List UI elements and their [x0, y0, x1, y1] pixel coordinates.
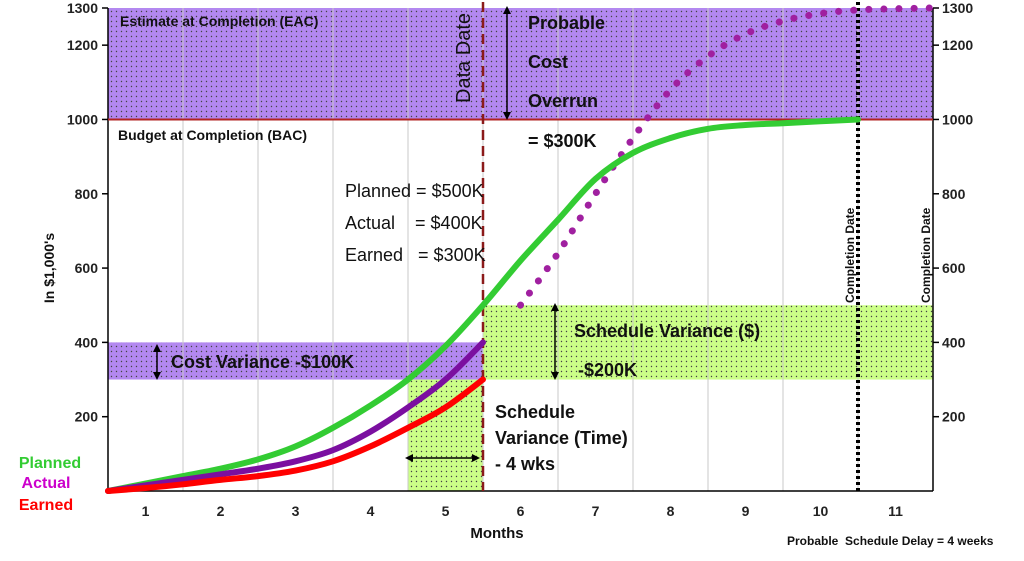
x-tick-label: 6 — [517, 503, 525, 519]
sv-time-label-1: Schedule — [495, 402, 575, 422]
y-tick-label: 1000 — [67, 111, 98, 127]
x-tick-label: 8 — [667, 503, 675, 519]
y-tick-label: 400 — [75, 334, 99, 350]
cost-variance-band-texture — [108, 342, 483, 380]
actual-value-label: Actual = $400K — [345, 213, 483, 233]
right-y-tick-label: 1000 — [942, 111, 973, 127]
legend-earned: Earned — [19, 497, 73, 514]
right-y-tick-label: 200 — [942, 409, 966, 425]
x-tick-label: 11 — [888, 503, 903, 519]
series-line-projected-actual — [517, 4, 937, 309]
x-tick-label: 1 — [142, 503, 150, 519]
series-line-planned — [105, 116, 861, 494]
cost-label: Cost — [528, 52, 568, 72]
cost-variance-label: Cost Variance -$100K — [171, 352, 354, 372]
schedule-delay-label: Probable Schedule Delay = 4 weeks — [787, 534, 994, 548]
overrun-value-label: = $300K — [528, 131, 597, 151]
series-line-actual — [105, 339, 486, 494]
x-tick-label: 5 — [442, 503, 450, 519]
right-y-tick-label: 600 — [942, 260, 966, 276]
eac-label: Estimate at Completion (EAC) — [120, 13, 318, 29]
data-date-label: Data Date — [453, 13, 475, 103]
sv-time-label-3: - 4 wks — [495, 454, 555, 474]
y-tick-label: 800 — [75, 186, 99, 202]
bac-label: Budget at Completion (BAC) — [118, 127, 307, 143]
y-tick-label: 600 — [75, 260, 99, 276]
x-tick-label: 2 — [217, 503, 225, 519]
completion-date-label-1: Completion Date — [843, 207, 857, 303]
y-axis-label: In $1,000's — [41, 233, 57, 303]
x-tick-label: 9 — [742, 503, 750, 519]
y-tick-label: 200 — [75, 409, 99, 425]
right-y-tick-label: 800 — [942, 186, 966, 202]
x-axis-label: Months — [470, 525, 523, 542]
x-tick-label: 4 — [367, 503, 375, 519]
legend-actual: Actual — [22, 475, 71, 492]
x-tick-label: 7 — [592, 503, 600, 519]
planned-value-label: Planned = $500K — [345, 181, 484, 201]
right-y-tick-label: 1300 — [942, 0, 973, 16]
completion-date-label-2: Completion Date — [919, 207, 933, 303]
x-tick-label: 10 — [813, 503, 829, 519]
sv-time-label-2: Variance (Time) — [495, 428, 628, 448]
series-line-earned — [105, 376, 486, 494]
y-tick-label: 1300 — [67, 0, 98, 16]
overrun-label: Overrun — [528, 91, 598, 111]
schedule-variance-label: Schedule Variance ($) — [574, 321, 760, 341]
right-y-tick-label: 1200 — [942, 37, 973, 53]
probable-label: Probable — [528, 13, 605, 33]
probable-cost-overrun-band-texture — [108, 8, 933, 120]
y-tick-label: 1200 — [67, 37, 98, 53]
legend-planned: Planned — [19, 455, 81, 472]
right-y-tick-label: 400 — [942, 334, 966, 350]
x-tick-label: 3 — [292, 503, 300, 519]
earned-value-label: Earned = $300K — [345, 245, 486, 265]
schedule-variance-value-label: -$200K — [578, 360, 637, 380]
